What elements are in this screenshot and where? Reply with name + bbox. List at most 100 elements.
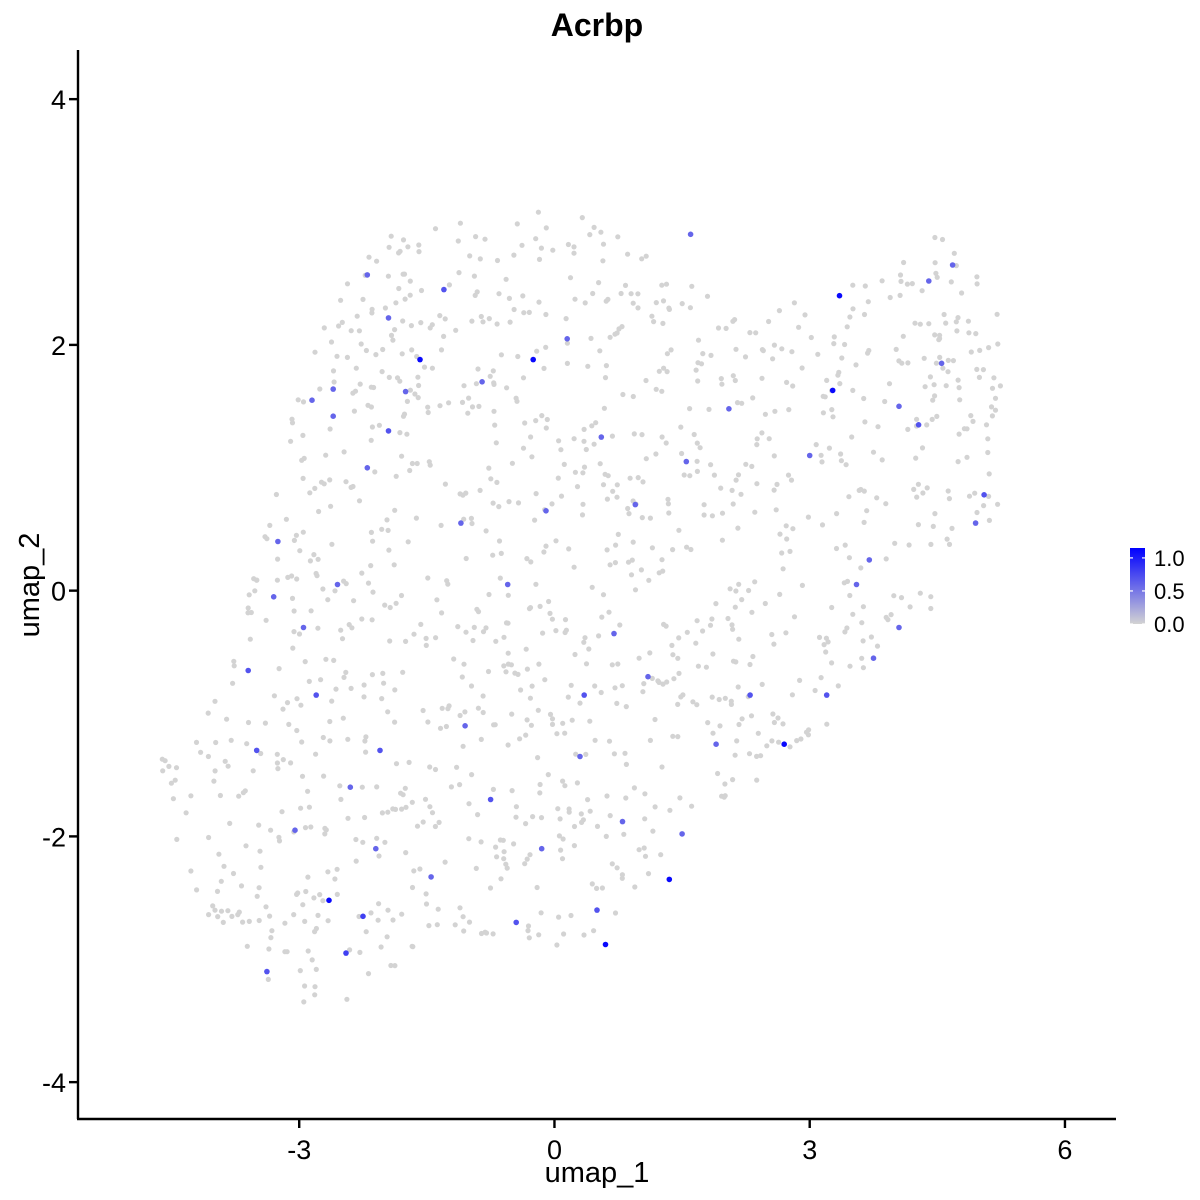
cell-point	[473, 865, 479, 872]
cell-point	[344, 354, 350, 360]
cell-point	[656, 368, 662, 374]
cell-point	[968, 349, 974, 355]
cell-point	[217, 792, 223, 799]
expressing-cell-point	[300, 624, 307, 631]
cell-point	[774, 481, 780, 487]
cell-point	[909, 281, 915, 287]
expressing-cell-point	[806, 452, 813, 459]
cell-point	[628, 291, 634, 297]
cell-point	[596, 280, 602, 286]
cell-point	[402, 296, 408, 302]
expressing-cell-point	[385, 428, 392, 434]
cell-point	[538, 245, 545, 251]
cell-point	[376, 422, 382, 428]
cell-point	[589, 584, 595, 590]
cell-point	[933, 270, 939, 276]
cell-point	[771, 453, 777, 459]
cell-point	[254, 577, 260, 583]
cell-point	[486, 465, 492, 471]
cell-point	[313, 925, 319, 932]
colorbar-tick-label: 0.5	[1154, 579, 1185, 604]
cell-point	[328, 339, 335, 345]
cell-point	[386, 244, 392, 250]
cell-point	[244, 741, 250, 747]
expressing-cell-point	[538, 845, 545, 852]
cell-point	[569, 717, 575, 723]
cell-point	[291, 629, 297, 635]
cell-point	[518, 687, 524, 693]
cell-point	[580, 470, 586, 476]
cell-point	[354, 313, 360, 319]
cell-point	[567, 275, 574, 281]
cell-point	[294, 696, 300, 702]
cell-point	[596, 633, 602, 639]
cell-point	[490, 500, 496, 506]
cell-point	[860, 665, 867, 671]
cell-point	[333, 686, 339, 692]
cell-point	[790, 526, 796, 532]
expressing-cell-point	[313, 692, 320, 698]
cell-point	[775, 715, 781, 721]
cell-point	[557, 816, 563, 822]
cell-point	[886, 381, 893, 387]
cell-point	[694, 458, 700, 464]
cell-point	[433, 635, 439, 641]
cell-point	[334, 891, 340, 898]
cell-point	[609, 861, 615, 867]
cell-point	[663, 440, 669, 446]
cell-point	[446, 282, 452, 288]
expressing-cell-point	[938, 360, 945, 367]
expressing-cell-point	[487, 796, 494, 803]
cell-point	[695, 337, 702, 343]
cell-point	[470, 637, 476, 644]
cell-point	[944, 536, 950, 542]
cell-point	[850, 282, 856, 288]
cell-point	[390, 337, 396, 343]
cell-point	[577, 700, 583, 706]
cell-point	[932, 393, 938, 399]
cell-point	[361, 694, 367, 700]
cell-point	[405, 539, 411, 545]
cell-point	[700, 628, 706, 634]
cell-point	[554, 942, 560, 948]
cell-point	[524, 666, 531, 672]
cell-point	[732, 317, 738, 323]
cell-point	[583, 661, 590, 667]
cell-point	[986, 517, 993, 524]
cell-point	[643, 377, 649, 384]
cell-point	[613, 542, 619, 548]
cell-point	[170, 796, 176, 802]
cell-point	[267, 913, 273, 919]
cell-point	[565, 694, 571, 700]
cell-point	[318, 677, 324, 683]
cell-point	[452, 922, 458, 928]
cell-point	[490, 552, 496, 558]
cell-point	[844, 625, 850, 631]
cell-point	[369, 617, 375, 623]
cell-point	[932, 260, 938, 266]
cell-point	[256, 822, 262, 828]
cell-point	[392, 963, 398, 969]
cell-point	[519, 242, 525, 248]
cell-point	[730, 373, 736, 379]
cell-point	[457, 782, 463, 788]
cell-point	[386, 547, 392, 553]
cell-point	[597, 461, 603, 467]
cell-point	[677, 795, 683, 801]
cell-point	[160, 768, 166, 774]
cell-point	[604, 793, 610, 799]
cell-point	[647, 515, 654, 521]
cell-point	[824, 377, 830, 383]
cell-point	[587, 232, 593, 238]
cell-point	[426, 923, 432, 929]
cell-point	[562, 617, 569, 623]
cell-point	[409, 884, 416, 891]
cell-point	[905, 426, 911, 432]
cell-point	[929, 416, 935, 422]
cell-point	[385, 709, 391, 715]
cell-point	[356, 498, 363, 504]
cell-point	[572, 651, 578, 658]
cell-point	[465, 410, 471, 416]
cell-point	[313, 966, 319, 973]
cell-point	[746, 751, 753, 757]
